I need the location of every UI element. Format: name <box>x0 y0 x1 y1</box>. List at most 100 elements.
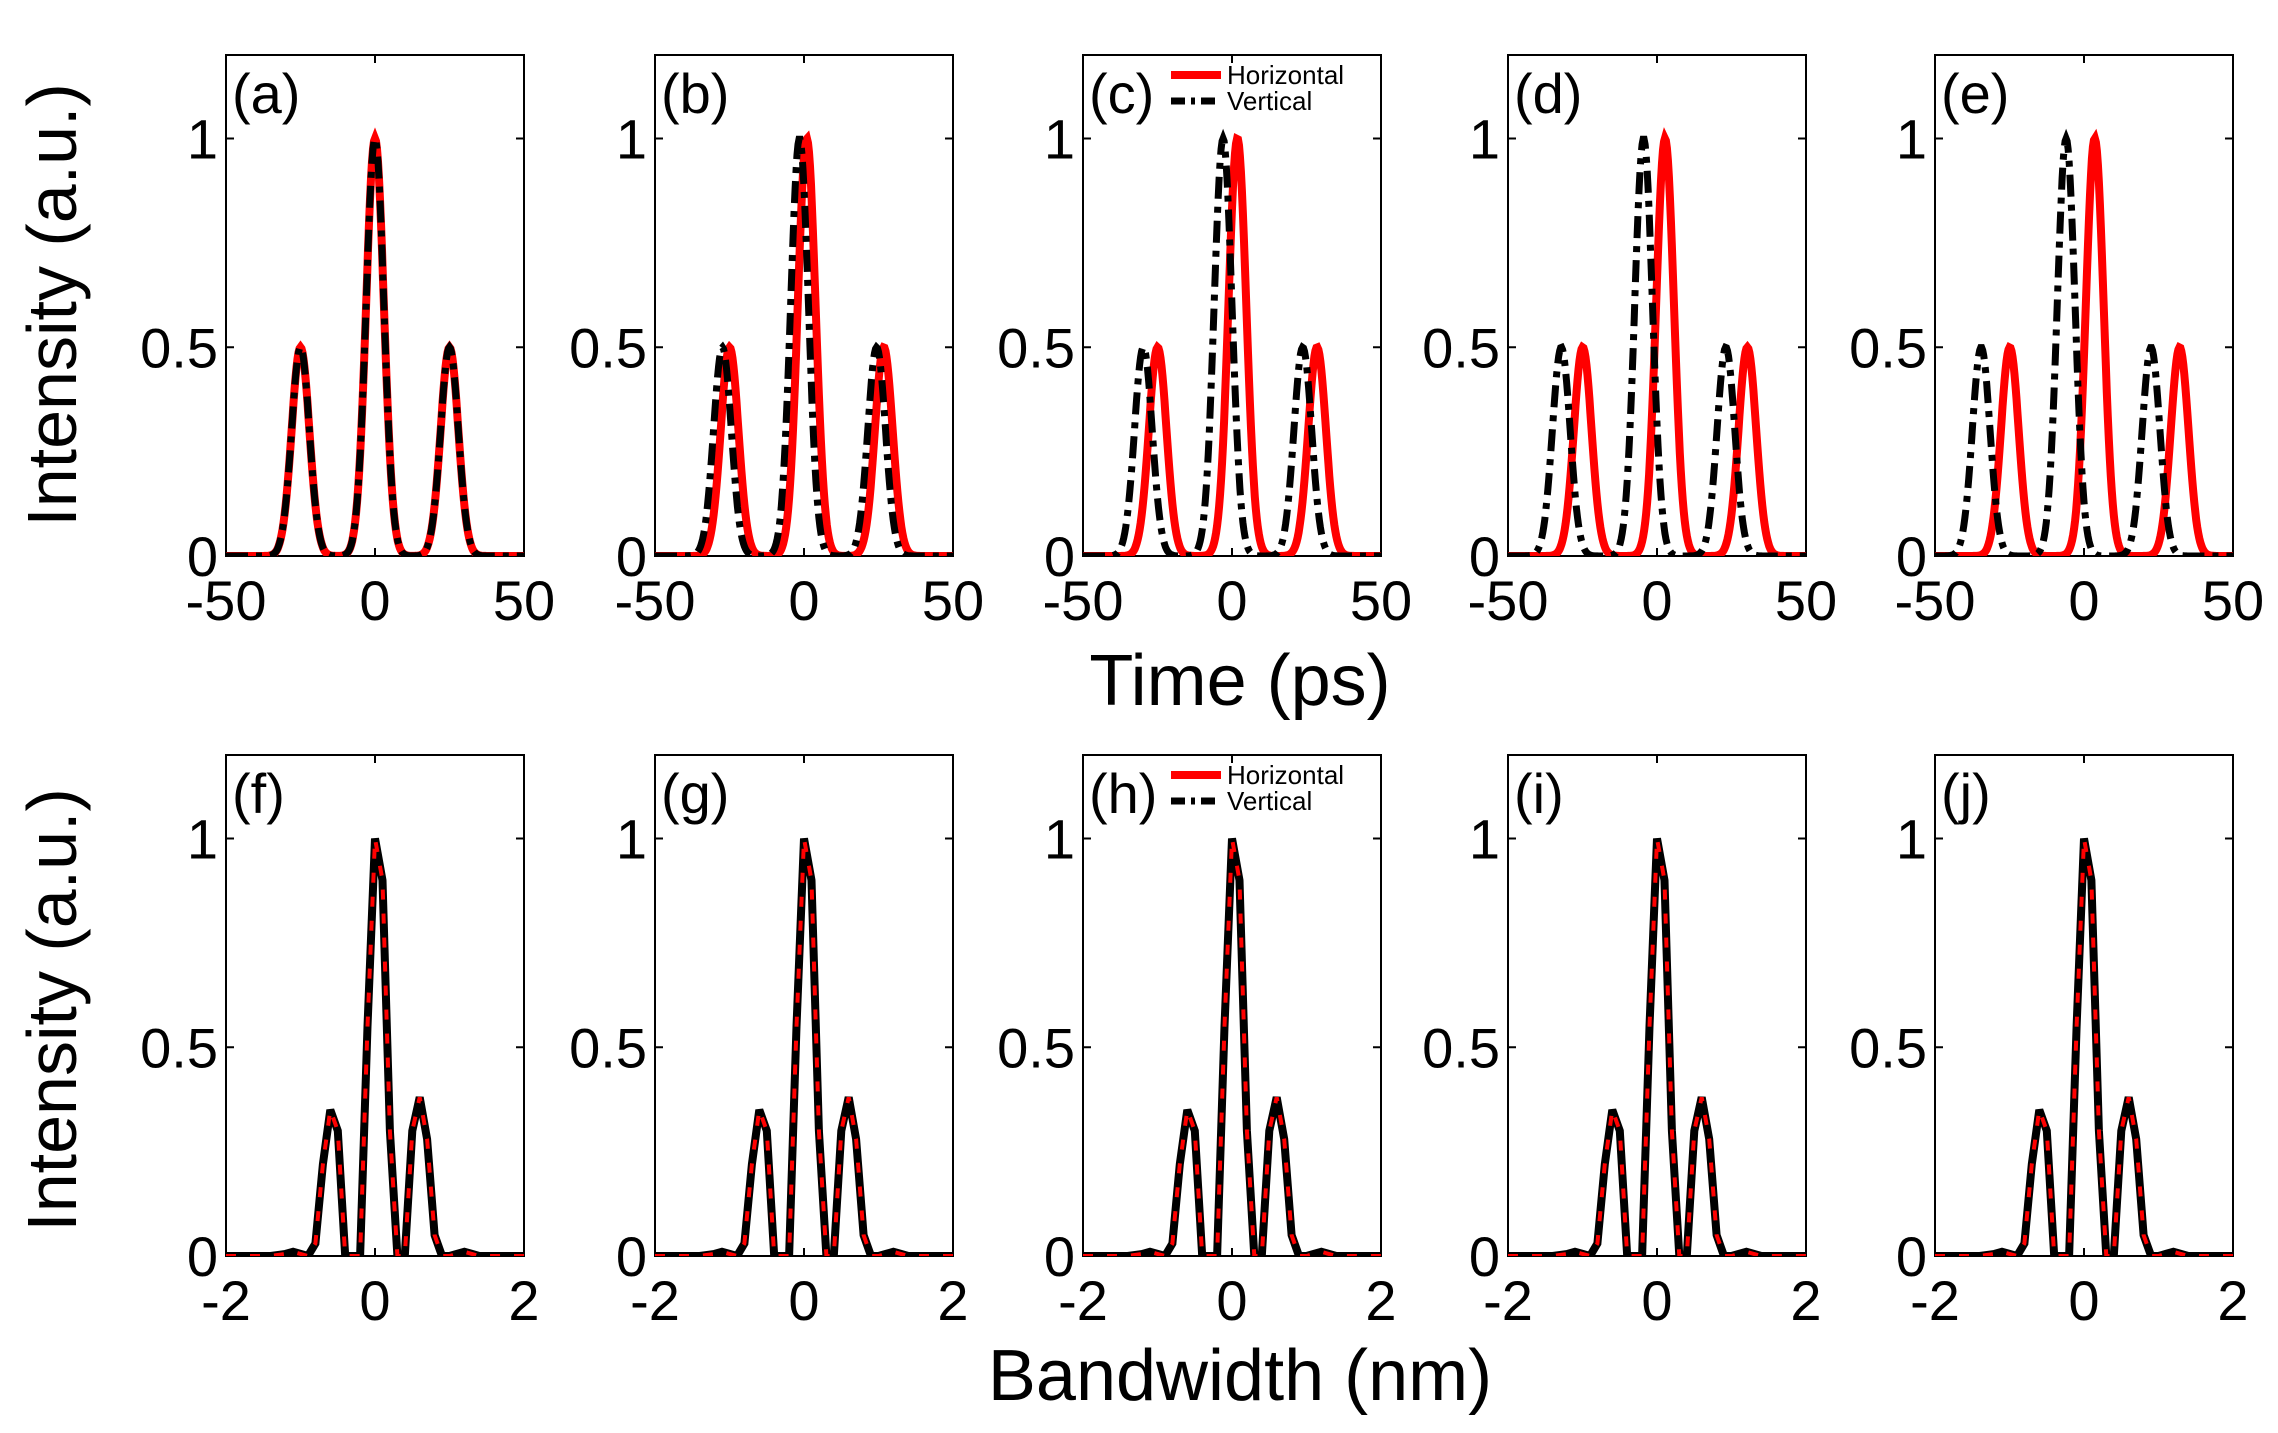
x-tick-label: -2 <box>201 1269 251 1332</box>
panel-label: (c) <box>1089 62 1154 125</box>
x-tick-label: -2 <box>1058 1269 1108 1332</box>
y-tick-label: 0 <box>1044 1225 1075 1288</box>
horizontal-series-line <box>1508 838 1806 1256</box>
row2-xlabel: Bandwidth (nm) <box>988 1336 1492 1416</box>
y-tick-label: 0.5 <box>140 316 218 379</box>
x-tick-label: 50 <box>922 569 984 632</box>
y-tick-label: 0 <box>1469 525 1500 588</box>
panel-g: 00.51-2 0 2(g) <box>569 754 969 1332</box>
x-tick-label: 2 <box>937 1269 968 1332</box>
axes-box <box>1934 754 2234 1257</box>
horizontal-series-line <box>655 838 953 1256</box>
x-tick-label: 0 <box>1641 1269 1672 1332</box>
row1-ylabel: Intensity (a.u.) <box>13 83 91 527</box>
y-tick-label: 1 <box>1896 808 1927 871</box>
y-tick-label: 1 <box>616 108 647 171</box>
y-tick-label: 0 <box>187 1225 218 1288</box>
panel-label: (j) <box>1941 762 1991 825</box>
x-tick-label: 2 <box>508 1269 539 1332</box>
x-tick-label: 0 <box>788 1269 819 1332</box>
legend-horizontal-label: Horizontal <box>1227 760 1344 790</box>
horizontal-series-line <box>1935 838 2233 1256</box>
horizontal-series-line <box>655 130 953 556</box>
y-tick-label: 1 <box>1896 108 1927 171</box>
y-tick-label: 0.5 <box>997 1016 1075 1079</box>
x-tick-label: 0 <box>2068 1269 2099 1332</box>
panel-e: 00.51-50 0 50(e) <box>1849 54 2264 632</box>
x-tick-label: -2 <box>1910 1269 1960 1332</box>
horizontal-series-line <box>1083 838 1381 1256</box>
x-tick-label: 50 <box>1350 569 1412 632</box>
x-tick-label: 0 <box>359 569 390 632</box>
x-tick-label: 50 <box>2202 569 2264 632</box>
vertical-series-line <box>226 837 524 1256</box>
y-tick-label: 0.5 <box>1849 316 1927 379</box>
vertical-series-line <box>1508 837 1806 1256</box>
y-tick-label: 1 <box>1469 808 1500 871</box>
panel-j: 00.51-2 0 2(j) <box>1849 754 2249 1332</box>
horizontal-series-line <box>226 127 524 556</box>
panels: 00.51-50 0 50(a)00.51-50 0 50(b)00.51-50 0 50(… <box>140 54 2264 1332</box>
row1-xlabel: Time (ps) <box>1089 641 1390 721</box>
x-tick-label: 0 <box>1641 569 1672 632</box>
x-tick-label: 0 <box>1216 1269 1247 1332</box>
x-tick-label: -50 <box>1468 569 1549 632</box>
y-tick-label: 0.5 <box>140 1016 218 1079</box>
row2-ylabel: Intensity (a.u.) <box>13 788 91 1232</box>
y-tick-label: 0 <box>187 525 218 588</box>
vertical-series-line <box>655 135 953 556</box>
y-tick-label: 0 <box>1896 525 1927 588</box>
panel-label: (e) <box>1941 62 2009 125</box>
vertical-series-line <box>226 128 524 556</box>
vertical-series-line <box>1083 837 1381 1256</box>
legend-vertical-label: Vertical <box>1227 786 1312 816</box>
y-tick-label: 0.5 <box>569 316 647 379</box>
panel-d: 00.51-50 0 50(d) <box>1422 54 1837 632</box>
x-tick-label: -2 <box>630 1269 680 1332</box>
y-tick-label: 0 <box>616 1225 647 1288</box>
x-tick-label: 2 <box>1790 1269 1821 1332</box>
y-tick-label: 1 <box>1044 808 1075 871</box>
x-tick-label: 0 <box>788 569 819 632</box>
panel-label: (b) <box>661 62 729 125</box>
horizontal-series-line <box>226 838 524 1256</box>
x-tick-label: 2 <box>1365 1269 1396 1332</box>
x-tick-label: -50 <box>1895 569 1976 632</box>
y-tick-label: 0.5 <box>569 1016 647 1079</box>
y-tick-label: 0.5 <box>1849 1016 1927 1079</box>
x-tick-label: 50 <box>1775 569 1837 632</box>
panel-a: 00.51-50 0 50(a) <box>140 54 555 632</box>
axes-box <box>1082 754 1382 1257</box>
x-tick-label: -50 <box>1043 569 1124 632</box>
x-tick-label: -2 <box>1483 1269 1533 1332</box>
panel-label: (i) <box>1514 762 1564 825</box>
panel-i: 00.51-2 0 2(i) <box>1422 754 1822 1332</box>
horizontal-series-line <box>1508 127 1806 556</box>
y-tick-label: 1 <box>187 108 218 171</box>
x-tick-label: -50 <box>615 569 696 632</box>
y-tick-label: 0.5 <box>997 316 1075 379</box>
vertical-series-line <box>1935 128 2233 556</box>
y-tick-label: 0.5 <box>1422 316 1500 379</box>
legend-horizontal-label: Horizontal <box>1227 60 1344 90</box>
panel-label: (a) <box>232 62 300 125</box>
vertical-series-line <box>1508 135 1806 556</box>
x-tick-label: 50 <box>493 569 555 632</box>
y-tick-label: 0.5 <box>1422 1016 1500 1079</box>
panel-b: 00.51-50 0 50(b) <box>569 54 984 632</box>
y-tick-label: 1 <box>1044 108 1075 171</box>
vertical-series-line <box>1935 837 2233 1256</box>
y-tick-label: 0 <box>1469 1225 1500 1288</box>
vertical-series-line <box>1083 128 1381 556</box>
x-tick-label: 0 <box>1216 569 1247 632</box>
vertical-series-line <box>655 837 953 1256</box>
axes-box <box>654 54 954 557</box>
axes-box <box>225 754 525 1257</box>
panel-label: (h) <box>1089 762 1157 825</box>
y-tick-label: 0 <box>1896 1225 1927 1288</box>
x-tick-label: 0 <box>2068 569 2099 632</box>
